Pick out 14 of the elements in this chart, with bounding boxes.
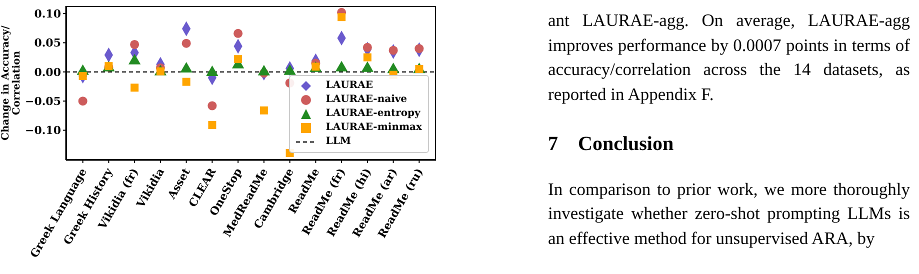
y-axis-title: Change in Accuracy/ Correlation [0, 25, 22, 140]
legend-label: LLM [326, 135, 351, 149]
y-tick-label: −0.10 [24, 124, 62, 138]
text: ant LAURAE-agg. On average, LAURAE-agg improves performance by 0.0007 points in terms of accuracy/correlation across the 14 datasets, as reported in Appendix F. [548, 9, 910, 106]
legend-label: LAURAE [326, 79, 373, 93]
y-tick-label: 0.10 [34, 7, 62, 20]
y-tick-label: 0.05 [34, 36, 61, 50]
legend-label: LAURAE-naive [326, 93, 408, 107]
y-tick-label: 0.00 [34, 66, 62, 79]
text: In comparison to prior work, we more thoroughly investigate whether zero-shot prompting LLMs is an effective method for unsupervised ARA, by [548, 178, 910, 250]
y-tick-label: −0.05 [24, 94, 61, 108]
legend-label: LAURAE-minmax [326, 121, 422, 135]
legend-label: LAURAE-entropy [326, 107, 420, 121]
text: 7 Conclusion [548, 132, 675, 156]
